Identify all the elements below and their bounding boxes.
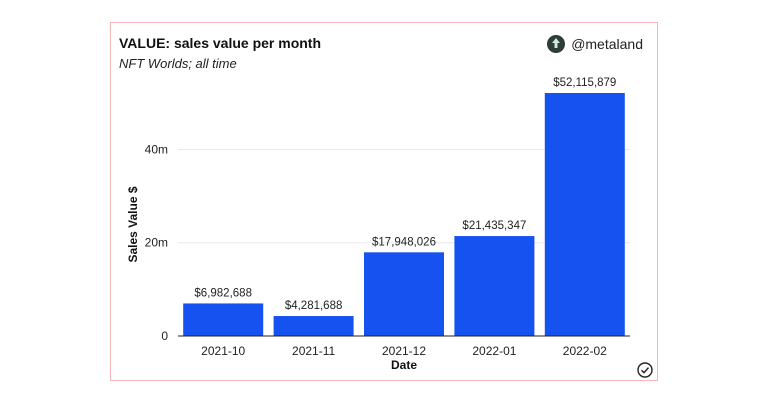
x-tick-label: 2021-12 <box>382 344 426 358</box>
y-tick-label: 40m <box>145 142 168 156</box>
y-tick-label: 0 <box>161 329 168 343</box>
metaland-logo-icon <box>547 35 566 53</box>
x-tick-label: 2022-02 <box>563 344 607 358</box>
brand-badge[interactable]: @metaland <box>547 35 643 53</box>
y-tick-label: 20m <box>145 236 168 250</box>
chart-subtitle: NFT Worlds; all time <box>119 56 237 71</box>
check-circle-icon[interactable] <box>637 362 653 378</box>
chart-title: VALUE: sales value per month <box>119 35 322 51</box>
x-tick-label: 2022-01 <box>472 344 516 358</box>
bar <box>364 252 444 336</box>
data-label: $21,435,347 <box>462 220 526 232</box>
bar <box>183 303 264 336</box>
x-tick-label: 2021-11 <box>292 344 335 358</box>
brand-handle: @metaland <box>571 36 643 52</box>
data-label: $6,982,688 <box>194 287 252 299</box>
x-tick-label: 2021-10 <box>201 344 245 358</box>
bar <box>454 236 535 336</box>
bar <box>273 316 354 336</box>
data-label: $52,115,879 <box>553 77 616 89</box>
y-axis-title: Sales Value $ <box>126 186 140 262</box>
bar <box>544 93 625 336</box>
data-label: $17,948,026 <box>372 236 436 248</box>
data-label: $4,281,688 <box>285 300 343 312</box>
x-axis-title: Date <box>391 358 417 372</box>
